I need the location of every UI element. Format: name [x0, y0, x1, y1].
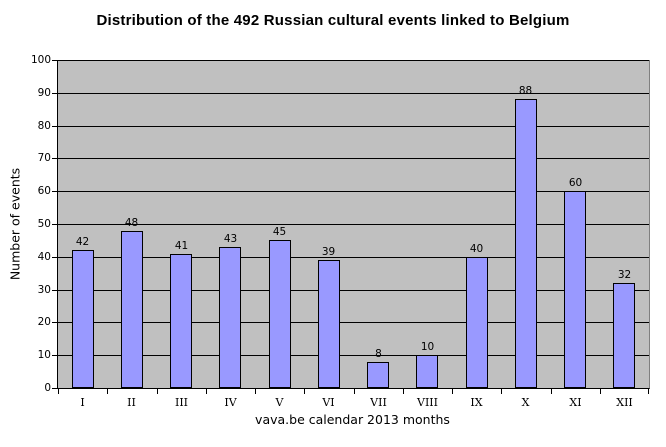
gridline: [58, 322, 649, 323]
bar-value-label: 40: [469, 243, 484, 255]
y-tick-label: 40: [37, 251, 51, 263]
y-tick-mark: [52, 388, 58, 389]
y-tick-label: 60: [37, 185, 51, 197]
x-tick-mark: [551, 388, 552, 394]
x-tick-label: VIII: [417, 396, 438, 409]
x-tick-mark: [157, 388, 158, 394]
gridline: [58, 257, 649, 258]
bar-value-label: 32: [617, 269, 632, 281]
bar: [170, 254, 192, 388]
bar: [219, 247, 241, 388]
x-tick-label: VII: [370, 396, 387, 409]
x-tick-label: VI: [322, 396, 335, 409]
y-tick-label: 90: [37, 87, 51, 99]
y-tick-mark: [52, 191, 58, 192]
y-tick-mark: [52, 224, 58, 225]
x-tick-mark: [354, 388, 355, 394]
bar-value-label: 8: [375, 348, 382, 360]
plot-area: 0 10 20 30 40 50 60 70 80 90 100 42 I 48 II 41 III 43 IV 45…: [31, 54, 650, 409]
y-tick-label: 0: [44, 382, 51, 394]
bar: [121, 231, 143, 388]
x-tick-mark: [107, 388, 108, 394]
bar: [318, 260, 340, 388]
y-tick-mark: [52, 60, 58, 61]
bar-value-label: 39: [321, 246, 336, 258]
y-tick-label: 100: [30, 54, 51, 66]
bar: [564, 191, 586, 388]
y-tick-label: 10: [37, 349, 51, 361]
y-tick-mark: [52, 257, 58, 258]
y-tick-mark: [52, 322, 58, 323]
y-tick-label: 80: [37, 120, 51, 132]
x-tick-label: II: [127, 396, 136, 409]
x-tick-mark: [452, 388, 453, 394]
bar: [613, 283, 635, 388]
y-tick-label: 50: [37, 218, 51, 230]
gridline: [58, 93, 649, 94]
x-tick-label: IV: [224, 396, 237, 409]
x-tick-mark: [58, 388, 59, 394]
x-tick-mark: [206, 388, 207, 394]
x-tick-label: III: [174, 396, 189, 409]
x-axis-title: vava.be calendar 2013 months: [255, 412, 450, 427]
x-tick-label: X: [521, 396, 530, 409]
y-tick-label: 70: [37, 152, 51, 164]
x-tick-mark: [501, 388, 502, 394]
bar-value-label: 42: [75, 236, 90, 248]
gridline: [58, 355, 649, 356]
bar: [466, 257, 488, 388]
y-tick-mark: [52, 158, 58, 159]
bar: [269, 240, 291, 388]
gridline: [58, 290, 649, 291]
x-tick-mark: [600, 388, 601, 394]
x-tick-label: V: [275, 396, 284, 409]
y-tick-label: 20: [37, 316, 51, 328]
gridline: [58, 126, 649, 127]
x-tick-label: XI: [569, 396, 582, 409]
gridline: [58, 224, 649, 225]
bar-value-label: 10: [420, 341, 435, 353]
bar-value-label: 88: [518, 85, 533, 97]
y-tick-mark: [52, 93, 58, 94]
gridline: [58, 60, 649, 61]
bar-value-label: 43: [223, 233, 238, 245]
bar-value-label: 60: [568, 177, 583, 189]
bar-value-label: 41: [174, 240, 189, 252]
bar: [416, 355, 438, 388]
x-tick-mark: [648, 388, 649, 394]
y-tick-label: 30: [37, 284, 51, 296]
x-tick-mark: [304, 388, 305, 394]
y-tick-mark: [52, 290, 58, 291]
bar: [367, 362, 389, 388]
bar-value-label: 45: [272, 226, 287, 238]
y-tick-mark: [52, 126, 58, 127]
chart-title: Distribution of the 492 Russian cultural…: [96, 12, 570, 29]
bar: [72, 250, 94, 388]
gridline: [58, 158, 649, 159]
bar-value-label: 48: [124, 217, 139, 229]
bar: [515, 99, 537, 388]
gridline: [58, 191, 649, 192]
x-tick-mark: [403, 388, 404, 394]
x-tick-label: I: [80, 396, 85, 409]
x-tick-label: IX: [470, 396, 483, 409]
y-tick-mark: [52, 355, 58, 356]
x-tick-label: XII: [616, 396, 633, 409]
x-tick-mark: [255, 388, 256, 394]
